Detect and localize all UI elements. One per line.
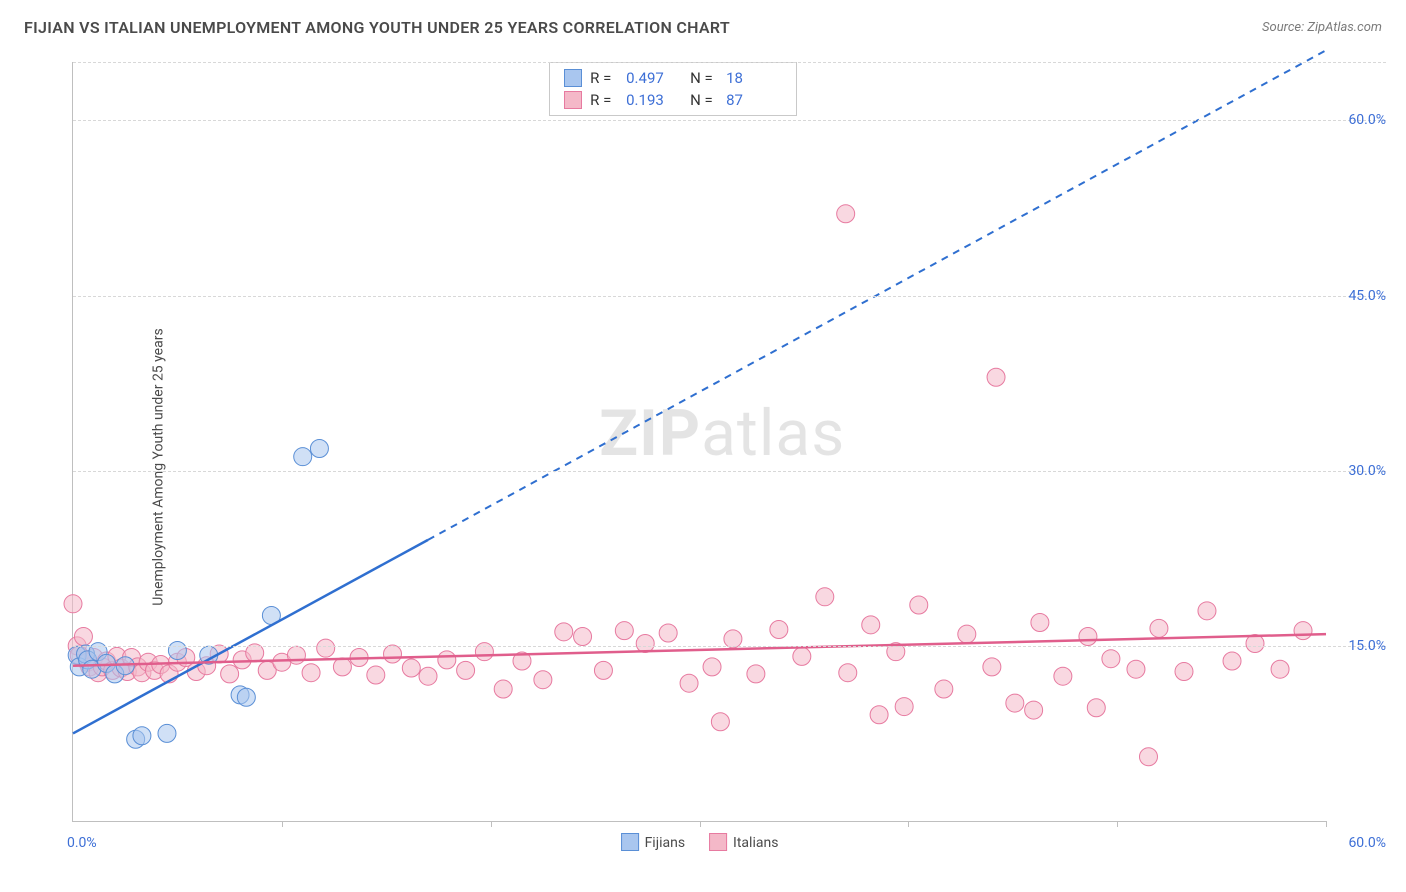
data-point [1102, 650, 1120, 668]
data-point [958, 625, 976, 643]
data-point [594, 661, 612, 679]
gridline-h [73, 296, 1386, 297]
data-point [287, 646, 305, 664]
data-point [987, 368, 1005, 386]
data-point [910, 596, 928, 614]
data-point [333, 658, 351, 676]
y-tick-label: 30.0% [1348, 463, 1386, 479]
data-point [1139, 748, 1157, 766]
data-point [402, 659, 420, 677]
data-point [837, 205, 855, 223]
data-point [1087, 699, 1105, 717]
data-point [74, 628, 92, 646]
data-point [1054, 667, 1072, 685]
data-point [419, 667, 437, 685]
data-point [534, 671, 552, 689]
legend-item: Italians [709, 833, 778, 851]
data-point [457, 661, 475, 679]
data-point [703, 658, 721, 676]
data-point [384, 645, 402, 663]
data-point [1198, 602, 1216, 620]
data-point [1079, 628, 1097, 646]
data-point [711, 713, 729, 731]
data-point [64, 595, 82, 613]
data-point [983, 658, 1001, 676]
x-tick-mark [1326, 821, 1327, 827]
plot-region: ZIPatlas 0.0% 60.0% FijiansItalians R =0… [72, 62, 1326, 822]
y-tick-label: 60.0% [1348, 112, 1386, 128]
data-point [870, 706, 888, 724]
gridline-h [73, 471, 1386, 472]
x-axis-min-label: 0.0% [67, 835, 97, 851]
data-point [770, 620, 788, 638]
data-point [317, 639, 335, 657]
data-point [1031, 613, 1049, 631]
data-point [816, 588, 834, 606]
data-point [302, 664, 320, 682]
legend-swatch [709, 833, 727, 851]
gridline-h [73, 646, 1386, 647]
data-point [158, 724, 176, 742]
data-point [659, 624, 677, 642]
data-point [1025, 701, 1043, 719]
y-tick-label: 45.0% [1348, 288, 1386, 304]
gridline-h [73, 120, 1386, 121]
data-point [367, 666, 385, 684]
legend-item: Fijians [621, 833, 685, 851]
x-tick-mark [282, 821, 283, 827]
data-point [636, 635, 654, 653]
x-tick-mark [700, 821, 701, 827]
data-point [1127, 660, 1145, 678]
data-point [1271, 660, 1289, 678]
data-point [1294, 622, 1312, 640]
data-point [1223, 652, 1241, 670]
data-point [1006, 694, 1024, 712]
data-point [747, 665, 765, 683]
data-point [294, 448, 312, 466]
data-point [935, 680, 953, 698]
data-point [221, 665, 239, 683]
chart-header: FIJIAN VS ITALIAN UNEMPLOYMENT AMONG YOU… [0, 0, 1406, 45]
data-point [310, 440, 328, 458]
x-axis-max-label: 60.0% [1348, 835, 1386, 851]
data-point [1150, 619, 1168, 637]
data-point [1175, 663, 1193, 681]
chart-title: FIJIAN VS ITALIAN UNEMPLOYMENT AMONG YOU… [24, 18, 730, 37]
data-point [862, 616, 880, 634]
data-point [895, 698, 913, 716]
x-tick-mark [1117, 821, 1118, 827]
gridline-h [73, 62, 1386, 63]
data-point [494, 680, 512, 698]
chart-area: Unemployment Among Youth under 25 years … [50, 52, 1396, 882]
y-tick-label: 15.0% [1348, 638, 1386, 654]
data-point [839, 664, 857, 682]
data-point [574, 628, 592, 646]
data-point [615, 622, 633, 640]
data-point [555, 623, 573, 641]
legend-bottom: Fijians Italians [621, 833, 779, 851]
chart-source: Source: ZipAtlas.com [1262, 20, 1382, 35]
data-point [680, 674, 698, 692]
data-point [168, 642, 186, 660]
data-point [438, 651, 456, 669]
data-point [793, 647, 811, 665]
data-point [237, 688, 255, 706]
x-tick-mark [908, 821, 909, 827]
x-tick-mark [491, 821, 492, 827]
legend-swatch [621, 833, 639, 851]
scatter-svg [73, 62, 1326, 821]
data-point [133, 727, 151, 745]
